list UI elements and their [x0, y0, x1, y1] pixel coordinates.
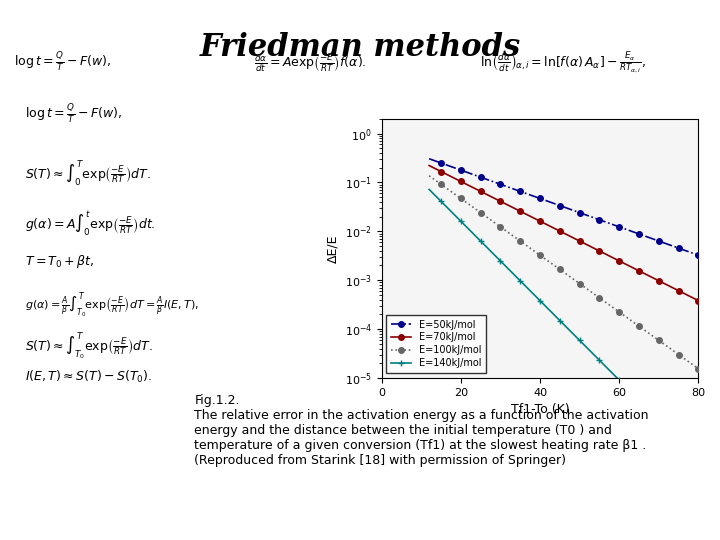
- Text: Fig.1.2.
The relative error in the activation energy as a function of the activa: Fig.1.2. The relative error in the activ…: [194, 394, 649, 467]
- Legend: E=50kJ/mol, E=70kJ/mol, E=100kJ/mol, E=140kJ/mol: E=50kJ/mol, E=70kJ/mol, E=100kJ/mol, E=1…: [387, 315, 486, 373]
- Text: $I(E,T) \approx S(T) - S(T_0).$: $I(E,T) \approx S(T) - S(T_0).$: [25, 369, 153, 384]
- Text: Friedman methods: Friedman methods: [199, 32, 521, 63]
- Text: $\log t = \frac{Q}{T} - F(w),$: $\log t = \frac{Q}{T} - F(w),$: [25, 103, 122, 126]
- Text: $S(T) \approx \int_{0}^{T} \exp\!\left(\frac{-E}{RT}\right) dT.$: $S(T) \approx \int_{0}^{T} \exp\!\left(\…: [25, 159, 151, 188]
- Text: $g(\alpha) = A \int_{0}^{t} \exp\!\left(\frac{-E}{RT}\right) dt.$: $g(\alpha) = A \int_{0}^{t} \exp\!\left(…: [25, 209, 156, 238]
- Text: $\frac{d\alpha}{dt} = A\exp\!\left(\frac{-E}{RT}\right) f(\alpha).$: $\frac{d\alpha}{dt} = A\exp\!\left(\frac…: [254, 52, 366, 73]
- Text: $g(\alpha) = \frac{A}{\beta} \int_{T_0}^{T} \exp\!\left(\frac{-E}{RT}\right) dT : $g(\alpha) = \frac{A}{\beta} \int_{T_0}^…: [25, 291, 199, 320]
- Text: $\log t = \frac{Q}{T} - F(w),$: $\log t = \frac{Q}{T} - F(w),$: [14, 51, 112, 75]
- Y-axis label: ΔE/E: ΔE/E: [326, 234, 339, 262]
- X-axis label: Tf1-To (K): Tf1-To (K): [510, 403, 570, 416]
- Text: $S(T) \approx \int_{T_0}^{T} \exp\!\left(\frac{-E}{RT}\right) dT.$: $S(T) \approx \int_{T_0}^{T} \exp\!\left…: [25, 331, 153, 362]
- Text: $T = T_0 + \beta t,$: $T = T_0 + \beta t,$: [25, 253, 95, 269]
- Text: $\ln\!\left(\frac{d\alpha}{dt}\right)_{\!\alpha,i} = \ln[f(\alpha)\,A_\alpha] - : $\ln\!\left(\frac{d\alpha}{dt}\right)_{\…: [480, 50, 646, 75]
